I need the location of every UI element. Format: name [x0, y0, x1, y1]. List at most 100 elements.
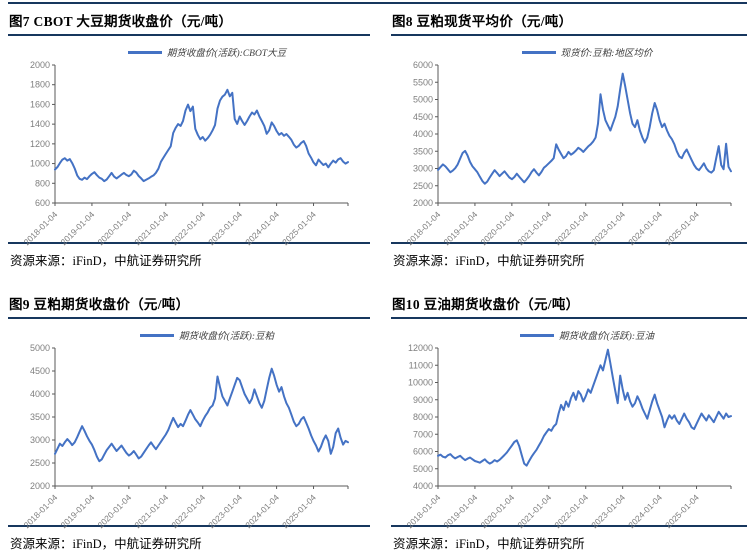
x-tick-label: 2021-01-04	[515, 209, 553, 247]
line-chart-canvas: 4000 5000 6000 7000 8000 9000 10000 11000 12000 2…	[405, 343, 732, 530]
y-tick-label: 600	[35, 198, 50, 208]
y-tick-label: 5000	[413, 464, 433, 474]
legend-label: 期货收盘价(活跃):豆粕	[179, 332, 274, 342]
y-tick-label: 7000	[413, 429, 433, 439]
title-divider	[8, 34, 370, 36]
legend-label: 现货价:豆粕:地区均价	[560, 49, 653, 59]
chart-legend: 期货收盘价(活跃):豆粕	[44, 328, 370, 342]
y-tick-label: 4000	[413, 481, 433, 491]
y-tick-label: 2500	[30, 458, 50, 468]
x-tick-label: 2023-01-04	[589, 209, 627, 247]
chart-legend: 期货收盘价(活跃):豆油	[427, 328, 747, 342]
legend-line-swatch	[521, 50, 556, 54]
source-divider	[391, 242, 747, 244]
chart-area: 期货收盘价(活跃):豆粕 2000 2500 3000 3500 4000 4500 500…	[8, 319, 370, 530]
series-line	[437, 348, 732, 467]
source-note: 资源来源：iFinD，中航证券研究所	[10, 537, 202, 551]
y-tick-label: 5500	[413, 77, 433, 87]
x-tick-label: 2019-01-04	[59, 492, 97, 530]
y-tick-label: 5000	[413, 95, 433, 105]
y-tick-label: 2500	[413, 181, 433, 191]
x-tick-label: 2025-01-04	[280, 209, 318, 247]
source-divider	[8, 525, 370, 527]
y-tick-label: 4500	[30, 366, 50, 376]
source-divider	[8, 242, 370, 244]
figure-block-9: 图9 豆粕期货收盘价（元/吨） 期货收盘价(活跃):豆粕 2000 2500 300…	[8, 287, 370, 560]
x-tick-label: 2021-01-04	[132, 492, 170, 530]
y-tick-label: 5000	[30, 343, 50, 353]
y-tick-label: 2000	[30, 60, 50, 70]
y-tick-label: 9000	[413, 395, 433, 405]
x-tick-label: 2020-01-04	[478, 209, 516, 247]
chart-legend: 现货价:豆粕:地区均价	[427, 45, 747, 59]
legend-line-swatch	[127, 50, 162, 54]
figure-title: 图9 豆粕期货收盘价（元/吨）	[9, 297, 190, 312]
y-tick-label: 1800	[30, 80, 50, 90]
y-tick-label: 4500	[413, 112, 433, 122]
y-tick-label: 4000	[30, 389, 50, 399]
x-tick-label: 2021-01-04	[132, 209, 170, 247]
x-tick-label: 2020-01-04	[95, 209, 133, 247]
source-note: 资源来源：iFinD，中航证券研究所	[10, 254, 202, 268]
y-tick-label: 1400	[30, 119, 50, 129]
y-tick-label: 8000	[413, 412, 433, 422]
legend-label: 期货收盘价(活跃):豆油	[559, 332, 654, 342]
y-tick-label: 2000	[413, 198, 433, 208]
x-tick-label: 2018-01-04	[22, 209, 60, 247]
figure-block-10: 图10 豆油期货收盘价（元/吨） 期货收盘价(活跃):豆油 4000 5000 60…	[391, 287, 747, 560]
x-tick-label: 2020-01-04	[95, 492, 133, 530]
x-tick-label: 2024-01-04	[243, 492, 281, 530]
x-tick-label: 2019-01-04	[59, 209, 97, 247]
x-tick-label: 2023-01-04	[589, 492, 627, 530]
chart-area: 期货收盘价(活跃):CBOT大豆 600 800 1000 1200 1400 1600 1…	[8, 36, 370, 247]
x-tick-label: 2023-01-04	[206, 209, 244, 247]
y-tick-label: 3500	[30, 412, 50, 422]
source-note: 资源来源：iFinD，中航证券研究所	[393, 254, 585, 268]
figure-block-8: 图8 豆粕现货平均价（元/吨） 现货价:豆粕:地区均价 2000 2500 3000…	[391, 4, 747, 277]
x-tick-label: 2025-01-04	[663, 492, 701, 530]
chart-area: 期货收盘价(活跃):豆油 4000 5000 6000 7000 8000 9000 100…	[391, 319, 747, 530]
x-tick-label: 2018-01-04	[405, 492, 443, 530]
figure-row-1: 图7 CBOT 大豆期货收盘价（元/吨） 期货收盘价(活跃):CBOT大豆 60…	[8, 4, 747, 277]
y-tick-label: 6000	[413, 447, 433, 457]
x-tick-label: 2022-01-04	[169, 209, 207, 247]
x-tick-label: 2022-01-04	[552, 209, 590, 247]
x-tick-label: 2024-01-04	[243, 209, 281, 247]
y-tick-label: 1000	[30, 159, 50, 169]
y-tick-label: 1200	[30, 139, 50, 149]
series-line	[54, 88, 349, 183]
y-tick-label: 4000	[413, 129, 433, 139]
figure-row-2: 图9 豆粕期货收盘价（元/吨） 期货收盘价(活跃):豆粕 2000 2500 300…	[8, 287, 747, 560]
x-tick-label: 2024-01-04	[626, 209, 664, 247]
figure-title: 图8 豆粕现货平均价（元/吨）	[392, 14, 573, 29]
y-tick-label: 12000	[408, 343, 433, 353]
series-line	[437, 72, 732, 185]
source-note: 资源来源：iFinD，中航证券研究所	[393, 537, 585, 551]
y-tick-label: 3000	[413, 164, 433, 174]
x-tick-label: 2025-01-04	[280, 492, 318, 530]
title-divider	[391, 34, 747, 36]
legend-line-swatch	[140, 333, 174, 337]
y-tick-label: 10000	[408, 378, 433, 388]
x-tick-label: 2020-01-04	[478, 492, 516, 530]
x-tick-label: 2025-01-04	[663, 209, 701, 247]
x-tick-label: 2018-01-04	[405, 209, 443, 247]
line-chart-canvas: 600 800 1000 1200 1400 1600 1800 2000 2018-01-04…	[22, 60, 349, 247]
line-chart-canvas: 2000 2500 3000 3500 4000 4500 5000 5500 6000 2018…	[405, 60, 732, 247]
x-tick-label: 2024-01-04	[626, 492, 664, 530]
chart-area: 现货价:豆粕:地区均价 2000 2500 3000 3500 4000 4500 5000…	[391, 36, 747, 247]
legend-line-swatch	[520, 333, 554, 337]
figure-title: 图7 CBOT 大豆期货收盘价（元/吨）	[9, 14, 233, 29]
y-tick-label: 800	[35, 178, 50, 188]
x-tick-label: 2022-01-04	[552, 492, 590, 530]
top-divider	[8, 2, 747, 4]
source-divider	[391, 525, 747, 527]
y-tick-label: 11000	[409, 360, 433, 370]
y-tick-label: 3500	[413, 146, 433, 156]
figure-title: 图10 豆油期货收盘价（元/吨）	[392, 297, 580, 312]
figure-block-7: 图7 CBOT 大豆期货收盘价（元/吨） 期货收盘价(活跃):CBOT大豆 60…	[8, 4, 370, 277]
title-divider	[8, 317, 370, 319]
legend-label: 期货收盘价(活跃):CBOT大豆	[166, 49, 287, 59]
